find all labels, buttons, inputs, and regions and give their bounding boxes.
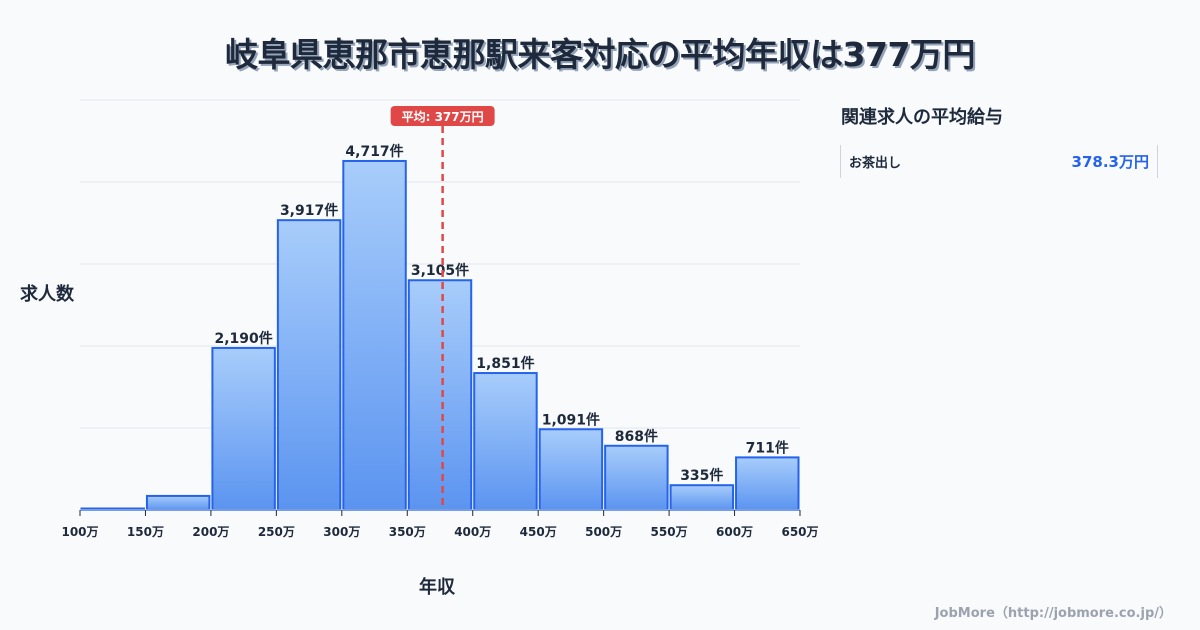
- x-tick-label: 500万: [585, 525, 622, 539]
- histogram-bar[interactable]: [145, 494, 211, 511]
- x-tick-label: 550万: [651, 525, 688, 539]
- histogram-bar[interactable]: [342, 159, 407, 511]
- page-title: 岐阜県恵那市恵那駅来客対応の平均年収は377万円: [225, 35, 975, 74]
- bar-value-label: 4,717件: [345, 143, 403, 160]
- average-marker: 平均: 377万円: [390, 106, 495, 510]
- bar-value-label: 335件: [680, 467, 723, 484]
- bars: 2,190件 3,917件 4,717件 3,105件 1,851件 1,091件 868件…: [80, 143, 800, 512]
- x-tick-label: 100万: [61, 525, 98, 539]
- bar-value-label: 3,917件: [280, 202, 338, 219]
- x-tick-label: 300万: [323, 525, 360, 539]
- x-tick-label: 400万: [454, 525, 491, 539]
- footer-credit: JobMore（http://jobmore.co.jp/）: [934, 606, 1172, 621]
- x-tick-label: 150万: [127, 525, 164, 539]
- related-item-value: 378.3万円: [1071, 153, 1149, 171]
- bar-value-label: 1,091件: [542, 411, 600, 428]
- related-panel-title: 関連求人の平均給与: [841, 107, 1003, 128]
- average-badge: [390, 106, 495, 126]
- histogram-bar[interactable]: [473, 372, 538, 511]
- x-axis: 100万 150万 200万 250万 300万 350万 400万 450万 500万 550万…: [61, 509, 819, 539]
- x-tick-label: 600万: [716, 525, 753, 539]
- x-axis-label: 年収: [419, 577, 455, 598]
- histogram-bar[interactable]: [211, 346, 276, 511]
- related-item-name: お茶出し: [849, 156, 902, 171]
- x-tick-label: 250万: [258, 525, 295, 539]
- x-tick-label: 200万: [192, 525, 229, 539]
- histogram-bar[interactable]: [735, 456, 800, 511]
- histogram-bar[interactable]: [538, 428, 604, 512]
- x-tick-label: 350万: [389, 525, 426, 539]
- x-tick-label: 450万: [520, 525, 557, 539]
- bar-value-label: 3,105件: [411, 262, 469, 279]
- histogram-bar[interactable]: [604, 444, 669, 511]
- x-tick-label: 650万: [781, 525, 818, 539]
- related-item[interactable]: お茶出し 378.3万円: [840, 145, 1158, 178]
- average-badge-label: 平均: 377万円: [402, 109, 484, 124]
- bar-value-label: 2,190件: [214, 330, 272, 347]
- bar-value-label: 868件: [615, 428, 658, 445]
- histogram-bar[interactable]: [407, 279, 473, 511]
- bar-value-label: 711件: [746, 439, 789, 456]
- histogram-bar[interactable]: [669, 484, 735, 512]
- bar-value-label: 1,851件: [476, 355, 534, 372]
- histogram-bar[interactable]: [276, 219, 342, 511]
- y-axis-label: 求人数: [20, 284, 74, 305]
